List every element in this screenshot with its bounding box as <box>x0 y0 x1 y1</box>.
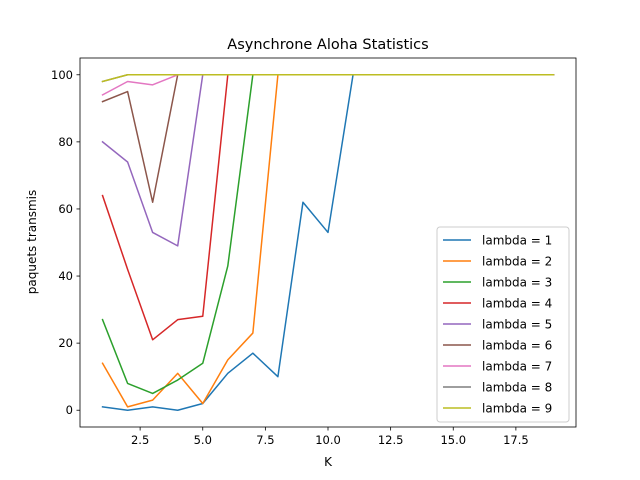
x-tick-label: 2.5 <box>131 433 149 447</box>
axes-layer: 2.5 5.0 7.5 10.0 12.5 15.0 17.5 0 20 40 60 80 100 <box>51 57 577 447</box>
series-layer <box>101 74 555 411</box>
legend-label: lambda = 5 <box>482 318 552 332</box>
legend-label: lambda = 4 <box>482 297 552 311</box>
x-axis-label: K <box>324 455 333 469</box>
y-tick-label: 100 <box>51 68 73 82</box>
y-tick-label: 40 <box>58 269 73 283</box>
y-axis-label: paquets transmis <box>25 190 39 294</box>
legend-label: lambda = 9 <box>482 402 552 416</box>
y-tick-label: 60 <box>58 202 73 216</box>
y-tick-label: 20 <box>58 336 73 350</box>
legend-label: lambda = 8 <box>482 381 552 395</box>
chart-title: Asynchrone Aloha Statistics <box>227 37 428 53</box>
y-tick-label: 0 <box>66 403 73 417</box>
x-tick-label: 7.5 <box>256 433 274 447</box>
legend-label: lambda = 7 <box>482 360 552 374</box>
x-tick-label: 17.5 <box>503 433 529 447</box>
y-tick-label: 80 <box>58 135 73 149</box>
legend-label: lambda = 3 <box>482 276 552 290</box>
x-tick-label: 15.0 <box>440 433 466 447</box>
legend-label: lambda = 6 <box>482 339 552 353</box>
legend-box <box>436 226 570 423</box>
legend: lambda = 1 lambda = 2 lambda = 3 lambda = 4… <box>436 226 570 423</box>
legend-label: lambda = 2 <box>482 255 552 269</box>
x-tick-label: 10.0 <box>315 433 341 447</box>
x-tick-label: 5.0 <box>194 433 212 447</box>
x-tick-label: 12.5 <box>378 433 404 447</box>
legend-label: lambda = 1 <box>482 234 552 248</box>
series-line-lambda-9 <box>101 74 555 83</box>
